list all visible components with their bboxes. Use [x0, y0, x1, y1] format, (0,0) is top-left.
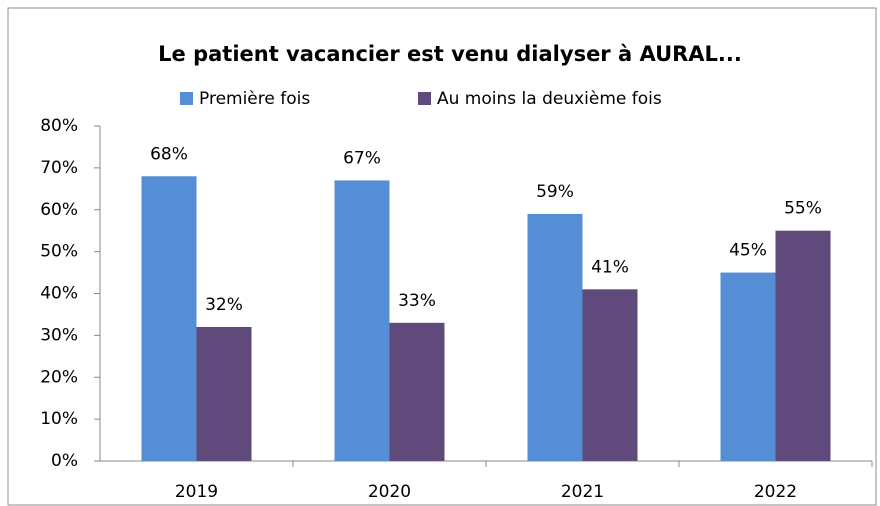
y-tick-label: 60%	[40, 200, 78, 220]
bar	[196, 327, 252, 461]
y-tick-label: 80%	[40, 116, 78, 136]
data-label: 68%	[150, 144, 188, 164]
legend-label: Première fois	[199, 89, 310, 109]
bar	[527, 213, 583, 461]
data-label: 67%	[343, 148, 381, 168]
bar	[334, 180, 390, 461]
y-tick-label: 30%	[40, 325, 78, 345]
y-tick-label: 50%	[40, 242, 78, 262]
data-label: 59%	[536, 182, 574, 202]
y-tick-label: 0%	[51, 451, 78, 471]
x-tick-label: 2020	[368, 482, 411, 502]
y-tick-label: 40%	[40, 284, 78, 304]
data-label: 55%	[784, 199, 822, 219]
bar	[389, 322, 445, 461]
legend-swatch	[418, 92, 431, 105]
bar	[141, 176, 197, 461]
bar	[582, 289, 638, 461]
y-tick-label: 10%	[40, 409, 78, 429]
legend-label: Au moins la deuxième fois	[437, 89, 662, 109]
data-label: 41%	[591, 257, 629, 277]
x-tick-label: 2019	[175, 482, 218, 502]
data-label: 32%	[205, 295, 243, 315]
bar	[720, 272, 776, 461]
bar	[775, 230, 831, 461]
x-tick-label: 2021	[561, 482, 604, 502]
y-tick-label: 70%	[40, 158, 78, 178]
y-tick-label: 20%	[40, 367, 78, 387]
data-label: 33%	[398, 291, 436, 311]
x-tick-label: 2022	[754, 482, 797, 502]
chart-title: Le patient vacancier est venu dialyser à…	[158, 42, 742, 66]
legend-swatch	[180, 92, 193, 105]
data-label: 45%	[729, 241, 767, 261]
